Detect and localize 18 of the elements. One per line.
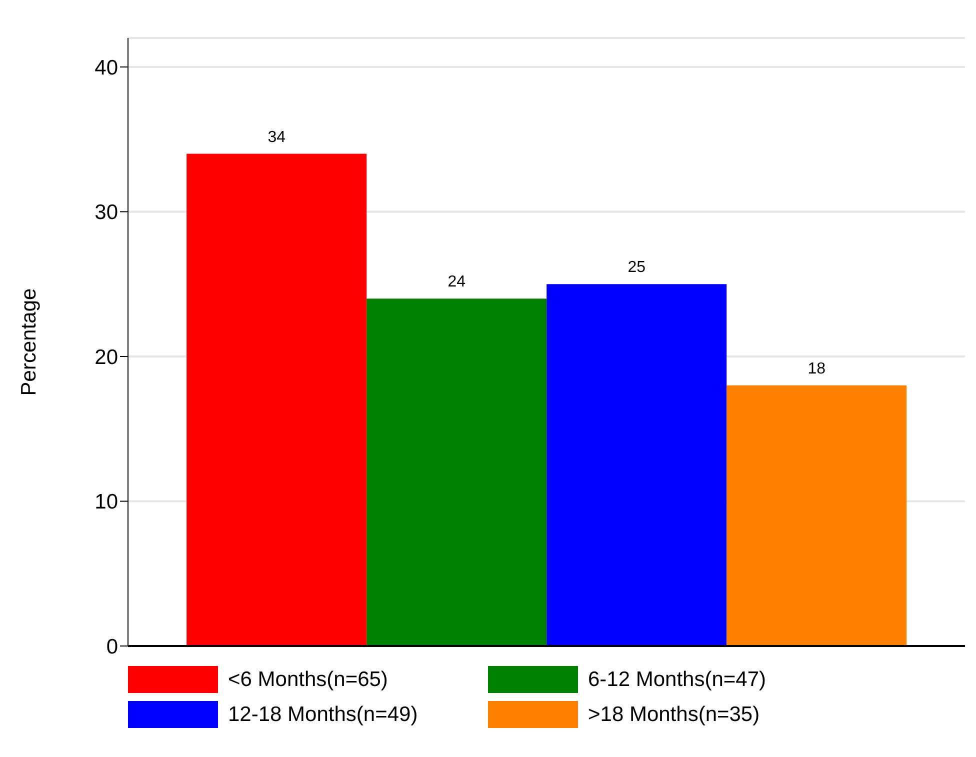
y-tick-label: 30: [94, 201, 118, 224]
legend-label: <6 Months(n=65): [228, 668, 388, 692]
data-label: 18: [808, 360, 826, 378]
bar: [186, 154, 367, 646]
legend-label: 12-18 Months(n=49): [228, 702, 418, 726]
y-tick-label: 40: [94, 56, 118, 80]
y-tick-label: 10: [94, 490, 118, 514]
y-tick-label: 20: [94, 346, 118, 369]
legend-label: >18 Months(n=35): [588, 702, 760, 726]
y-tick-label: 0: [106, 635, 118, 658]
bar: [726, 385, 907, 646]
data-label: 24: [448, 274, 466, 291]
bar: [366, 298, 547, 646]
data-label: 34: [268, 128, 286, 146]
data-label: 25: [628, 259, 646, 276]
y-axis-title: Percentage: [17, 288, 40, 396]
legend-label: 6-12 Months(n=47): [588, 668, 766, 692]
bar: [546, 284, 727, 646]
